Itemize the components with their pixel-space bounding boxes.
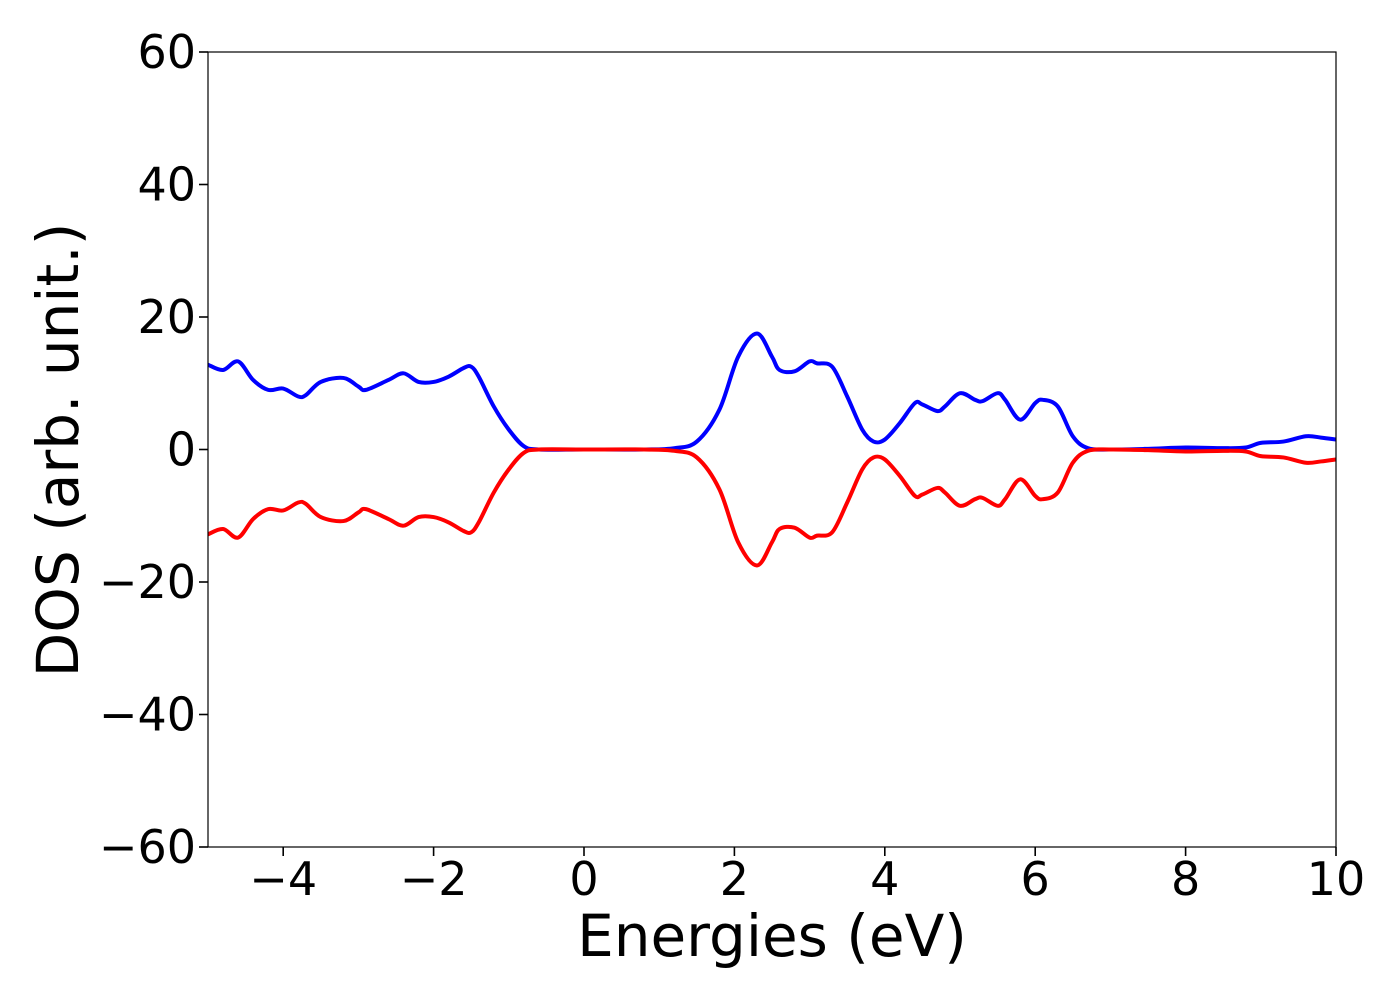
dos-line-spin-down xyxy=(208,447,1336,568)
y-tick-label: −60 xyxy=(99,820,196,874)
series-layer xyxy=(208,331,1336,568)
y-tick-label: −20 xyxy=(99,555,196,609)
y-tick-label: 40 xyxy=(137,158,196,212)
x-tick-label: 4 xyxy=(870,852,899,906)
x-tick-label: 0 xyxy=(569,852,598,906)
y-tick-label: 60 xyxy=(137,25,196,79)
x-tick-label: 10 xyxy=(1307,852,1366,906)
x-tick-label: 6 xyxy=(1021,852,1050,906)
x-tick-label: 2 xyxy=(720,852,749,906)
x-axis-label: Energies (eV) xyxy=(577,902,967,970)
y-tick-label: 0 xyxy=(167,423,196,477)
y-axis-label: DOS (arb. unit.) xyxy=(24,223,92,678)
x-tick-label: −2 xyxy=(400,852,468,906)
x-axis: −4 −2 0 2 4 6 8 10 xyxy=(249,847,1365,906)
x-tick-label: 8 xyxy=(1171,852,1200,906)
x-tick-label: −4 xyxy=(249,852,317,906)
y-tick-label: 20 xyxy=(137,290,196,344)
dos-line-spin-up xyxy=(208,331,1336,452)
y-tick-label: −40 xyxy=(99,688,196,742)
y-axis: 60 40 20 0 −20 −40 −60 xyxy=(99,25,208,874)
